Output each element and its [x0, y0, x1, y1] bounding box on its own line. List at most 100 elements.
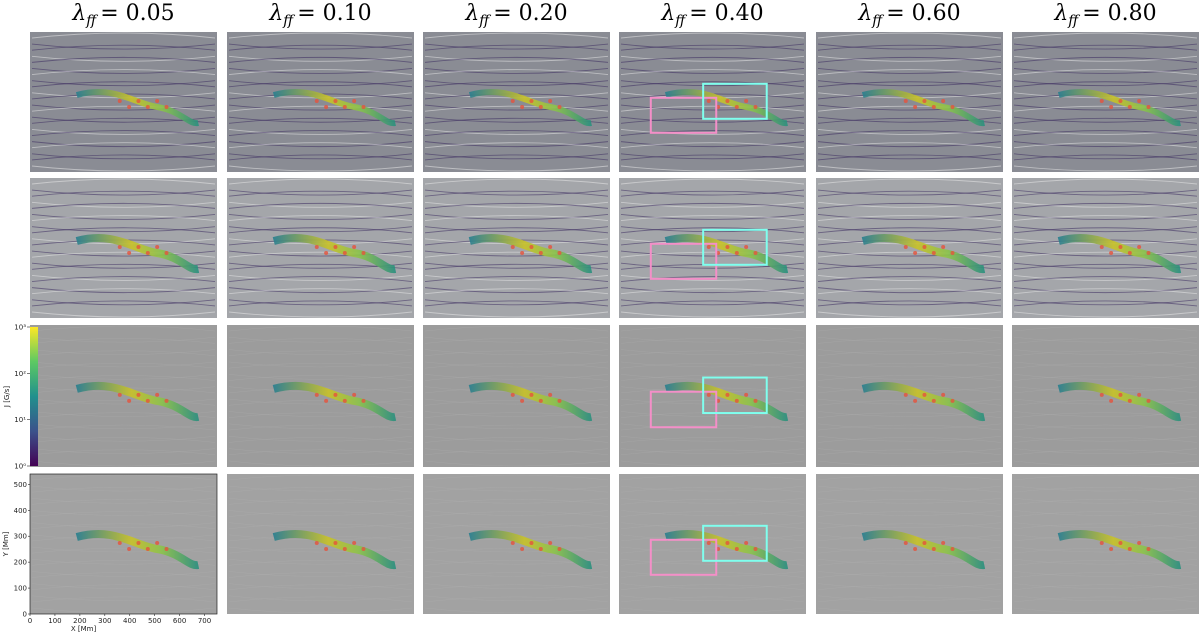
- highlight-box: [649, 538, 718, 576]
- image-panel: [816, 474, 1003, 614]
- field-line: [424, 311, 609, 318]
- field-line: [1013, 571, 1198, 577]
- field-line: [1013, 474, 1198, 481]
- flux-spot: [1118, 245, 1123, 249]
- flux-spot: [922, 392, 927, 397]
- field-line: [1013, 583, 1198, 589]
- field-line: [228, 474, 413, 481]
- field-line: [228, 595, 413, 602]
- field-line: [228, 362, 413, 369]
- field-line: [1013, 81, 1198, 88]
- field-line: [620, 104, 805, 111]
- flux-spot: [510, 541, 515, 545]
- flux-spot: [352, 392, 357, 397]
- flux-spot: [931, 398, 936, 403]
- column-title: λff = 0.80: [1053, 1, 1156, 29]
- field-line: [620, 437, 805, 443]
- flux-spot: [941, 99, 946, 103]
- field-line: [424, 583, 609, 589]
- column-title: λff = 0.60: [857, 1, 960, 29]
- field-line: [620, 201, 805, 208]
- field-line: [1013, 202, 1198, 209]
- field-line: [31, 299, 216, 306]
- field-line: [1013, 104, 1198, 111]
- flux-spot: [913, 547, 918, 551]
- field-line: [1013, 130, 1198, 136]
- image-panel: [227, 32, 414, 172]
- field-line: [424, 523, 609, 529]
- field-line: [620, 287, 805, 294]
- field-line: [228, 311, 413, 318]
- field-line: [424, 141, 609, 148]
- field-line: [31, 325, 216, 332]
- field-line: [424, 349, 609, 355]
- field-line: [228, 105, 413, 112]
- field-line: [424, 215, 609, 222]
- field-line: [620, 68, 805, 74]
- field-line: [228, 165, 413, 172]
- flux-spot: [1118, 541, 1123, 545]
- field-line: [31, 55, 216, 62]
- field-line: [424, 398, 609, 405]
- title-subscript: ff: [282, 13, 295, 29]
- flux-spot: [725, 541, 730, 545]
- field-line: [228, 32, 413, 39]
- field-line: [817, 251, 1002, 258]
- field-line: [1013, 288, 1198, 295]
- field-line: [31, 165, 216, 172]
- field-line: [817, 190, 1002, 197]
- flux-rope: [468, 234, 593, 274]
- field-line: [817, 227, 1002, 234]
- field-line: [228, 141, 413, 148]
- field-lines: [31, 325, 216, 467]
- flux-spot: [361, 398, 366, 403]
- field-line: [817, 436, 1002, 442]
- x-tick-label: 700: [198, 617, 211, 625]
- field-line: [817, 153, 1002, 160]
- field-line: [1013, 68, 1198, 74]
- field-line: [1013, 510, 1198, 516]
- flux-spot: [1137, 99, 1142, 103]
- field-line: [31, 214, 216, 220]
- field-line: [228, 437, 413, 443]
- field-line: [620, 44, 805, 51]
- field-line: [1013, 178, 1198, 185]
- field-line: [620, 448, 805, 454]
- flux-spot: [164, 398, 169, 403]
- field-line: [620, 595, 805, 602]
- field-line: [817, 214, 1002, 220]
- field-line: [31, 546, 216, 553]
- field-line: [817, 178, 1002, 185]
- field-line: [1013, 215, 1198, 222]
- field-line: [620, 510, 805, 516]
- flux-spot: [155, 245, 160, 249]
- flux-spot: [127, 547, 132, 551]
- flux-spot: [324, 105, 329, 109]
- field-line: [31, 511, 216, 517]
- flux-spot: [1146, 105, 1151, 109]
- field-line: [424, 460, 609, 467]
- field-line: [817, 607, 1002, 614]
- flux-rope: [1057, 89, 1181, 127]
- field-line: [817, 424, 1002, 431]
- field-line: [424, 56, 609, 63]
- flux-rope: [861, 381, 986, 421]
- field-line: [228, 128, 413, 135]
- field-line: [817, 499, 1002, 505]
- flux-spot: [753, 547, 758, 551]
- flux-spot: [342, 398, 347, 403]
- flux-spot: [361, 547, 366, 551]
- field-line: [228, 56, 413, 63]
- title-symbol: λ: [857, 1, 872, 26]
- flux-spot: [1137, 245, 1142, 249]
- field-line: [424, 274, 609, 281]
- column-title: λff = 0.10: [268, 1, 371, 29]
- flux-spot: [725, 99, 730, 103]
- field-line: [620, 583, 805, 589]
- field-line: [620, 424, 805, 431]
- field-line: [31, 43, 216, 50]
- field-line: [424, 105, 609, 112]
- flux-spot: [333, 99, 338, 103]
- field-line: [817, 546, 1002, 553]
- field-line: [228, 104, 413, 111]
